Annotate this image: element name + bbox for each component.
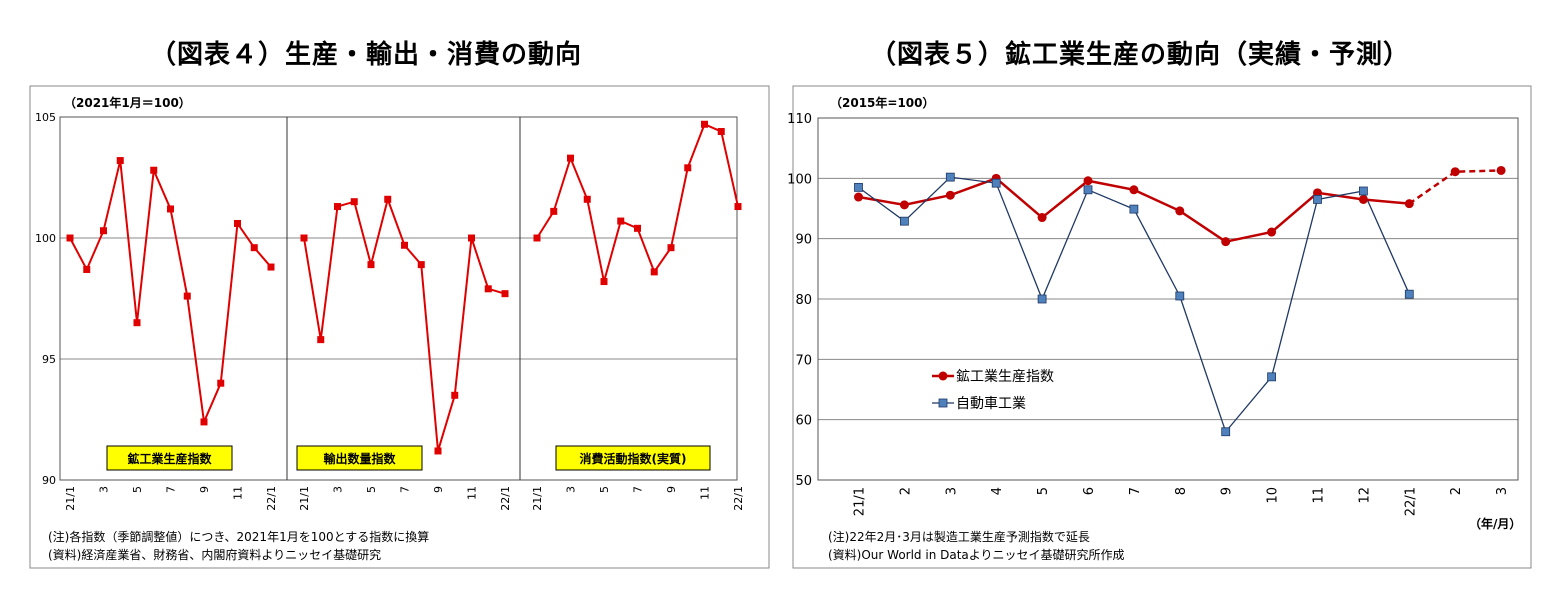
figure4-data-point — [350, 198, 358, 206]
figure5-title: （図表５）鉱工業生産の動向（実績・予測） — [870, 40, 1411, 70]
figure4-x-tick-label: 9 — [198, 486, 211, 493]
figure4-data-point — [717, 128, 725, 136]
figure4-data-point — [434, 447, 442, 455]
figure4-data-point — [600, 278, 608, 286]
figure4-x-tick-label: 7 — [632, 486, 645, 493]
figure4-data-point — [468, 234, 475, 242]
figure4-data-point — [501, 290, 509, 298]
figure4-data-point — [617, 217, 625, 225]
figure4-x-tick-label: 5 — [598, 486, 611, 493]
figure4-x-tick-label: 21/1 — [298, 486, 311, 511]
figure4-data-point — [384, 195, 392, 203]
figure4-x-tick-label: 3 — [565, 486, 578, 493]
figure4-data-point — [133, 319, 141, 327]
figure4-data-point — [451, 391, 459, 399]
figure4-y-tick-label: 100 — [35, 232, 56, 245]
figure4-data-point — [234, 219, 241, 227]
figure4-data-point — [116, 157, 124, 165]
figure4-x-tick-label: 5 — [131, 486, 144, 493]
figure4-x-tick-label: 21/1 — [531, 486, 544, 511]
figure4-y-tick-label: 90 — [42, 474, 56, 487]
figure4-panel-label: 消費活動指数(実質) — [580, 451, 687, 466]
figure4-x-tick-label: 22/1 — [732, 486, 745, 511]
figure4-panel-label-box — [106, 445, 233, 471]
figure4-title: （図表４）生産・輸出・消費の動向 — [150, 40, 583, 70]
figure4-x-tick-label: 5 — [365, 486, 378, 493]
figure4-x-tick-label: 7 — [165, 486, 178, 493]
figure4-panel-label-box — [296, 445, 423, 471]
figure4-x-tick-label: 11 — [466, 486, 479, 500]
figure4-data-point — [317, 336, 325, 344]
figure4-data-point — [667, 244, 675, 252]
figure4-source: (資料)経済産業省、財務省、内閣府資料よりニッセイ基礎研究 — [48, 547, 381, 562]
figure4-data-point — [583, 195, 591, 203]
figure4-y-tick-label: 95 — [42, 353, 56, 366]
figure4-data-point — [417, 261, 425, 269]
figure4-x-tick-label: 22/1 — [499, 486, 512, 511]
figure4-data-point — [217, 379, 225, 387]
figure4-x-tick-label: 21/1 — [64, 486, 77, 511]
figure4-data-point — [567, 154, 574, 162]
figure4-data-point — [267, 263, 275, 271]
figure4-data-point — [701, 120, 708, 128]
figure4-unit-note: （2021年1月＝100） — [64, 95, 191, 110]
figure4-data-point — [401, 241, 408, 249]
figure4-data-point — [650, 268, 658, 276]
figure4-panel-label: 輸出数量指数 — [323, 451, 396, 466]
figure4-data-point — [200, 418, 208, 426]
figure4-data-point — [183, 292, 191, 300]
figure4-x-tick-label: 7 — [399, 486, 412, 493]
figure4-data-point — [66, 234, 74, 242]
figure4-x-tick-label: 11 — [699, 486, 712, 500]
figure4-y-tick-label: 105 — [35, 111, 56, 124]
figure4-x-tick-label: 11 — [232, 486, 245, 500]
figure4-data-point — [150, 166, 158, 174]
figure4-data-point — [684, 164, 692, 172]
figure4-data-point — [484, 285, 492, 293]
figure4-data-point — [634, 224, 641, 232]
figure4-data-point — [167, 205, 174, 213]
figure4-x-tick-label: 9 — [432, 486, 445, 493]
figure4-note: (注)各指数（季節調整値）につき、2021年1月を100とする指数に換算 — [48, 529, 429, 544]
figure4-x-tick-label: 22/1 — [265, 486, 278, 511]
figure4-x-tick-label: 3 — [98, 486, 111, 493]
figure4-frame — [29, 85, 770, 569]
figure4-data-point — [100, 227, 107, 235]
figure4-data-point — [334, 203, 341, 211]
figure4-data-point — [300, 234, 308, 242]
figure4-data-point — [550, 207, 558, 215]
figure4-plot-area — [59, 116, 738, 481]
figure4-panel-label: 鉱工業生産指数 — [127, 451, 212, 466]
figure4-data-point — [734, 203, 742, 211]
figure4-panel-label-box — [555, 445, 711, 471]
figure4-data-point — [83, 265, 91, 273]
figure4-data-point — [533, 234, 541, 242]
figure4-data-point — [250, 244, 258, 252]
figure4-data-point — [367, 261, 375, 269]
figure4-x-tick-label: 3 — [332, 486, 345, 493]
figure4-x-tick-label: 9 — [665, 486, 678, 493]
